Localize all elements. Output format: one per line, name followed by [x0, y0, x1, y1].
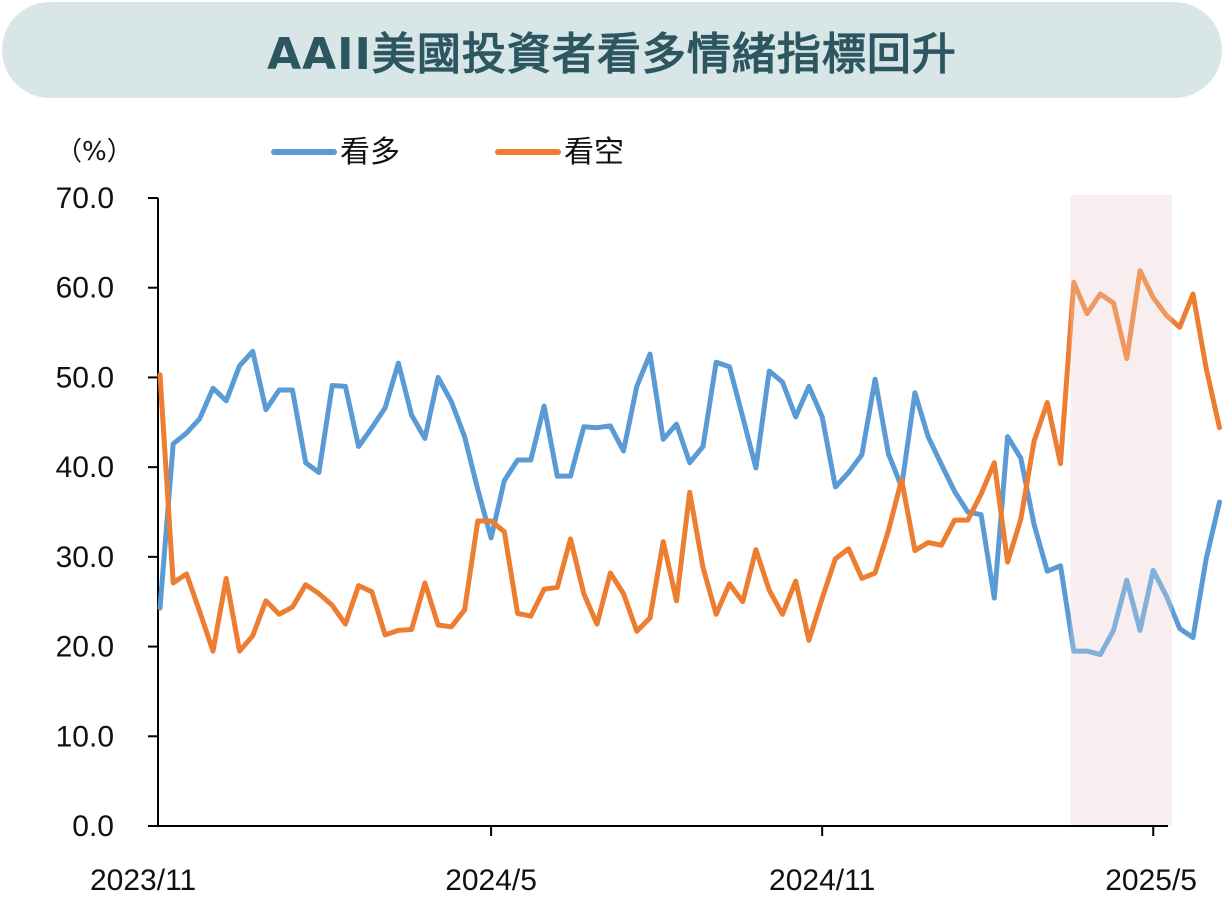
- y-tick-label: 30.0: [56, 541, 114, 574]
- x-tick-label: 2024/11: [769, 864, 875, 897]
- y-tick-label: 50.0: [56, 361, 114, 394]
- y-tick-label: 60.0: [56, 272, 114, 305]
- series-line-bearish: [157, 268, 1222, 654]
- x-tick-label: 2023/11: [90, 864, 196, 897]
- y-tick-label: 40.0: [56, 451, 114, 484]
- legend-label: 看空: [564, 135, 624, 170]
- y-tick-label: 70.0: [56, 182, 114, 215]
- series-line-bullish: [157, 348, 1222, 658]
- y-tick-label: 10.0: [56, 720, 114, 753]
- title-banner: AAII美國投資者看多情緒指標回升: [2, 2, 1222, 98]
- y-unit-label: （%）: [56, 137, 133, 167]
- legend-label: 看多: [340, 135, 400, 170]
- y-tick-label: 20.0: [56, 631, 114, 664]
- x-tick-label: 2024/5: [445, 864, 537, 897]
- chart-title: AAII美國投資者看多情緒指標回升: [267, 29, 957, 80]
- x-tick-label: 2025/5: [1105, 864, 1197, 897]
- highlight-fade: [1070, 195, 1172, 824]
- y-tick-label: 0.0: [72, 810, 114, 843]
